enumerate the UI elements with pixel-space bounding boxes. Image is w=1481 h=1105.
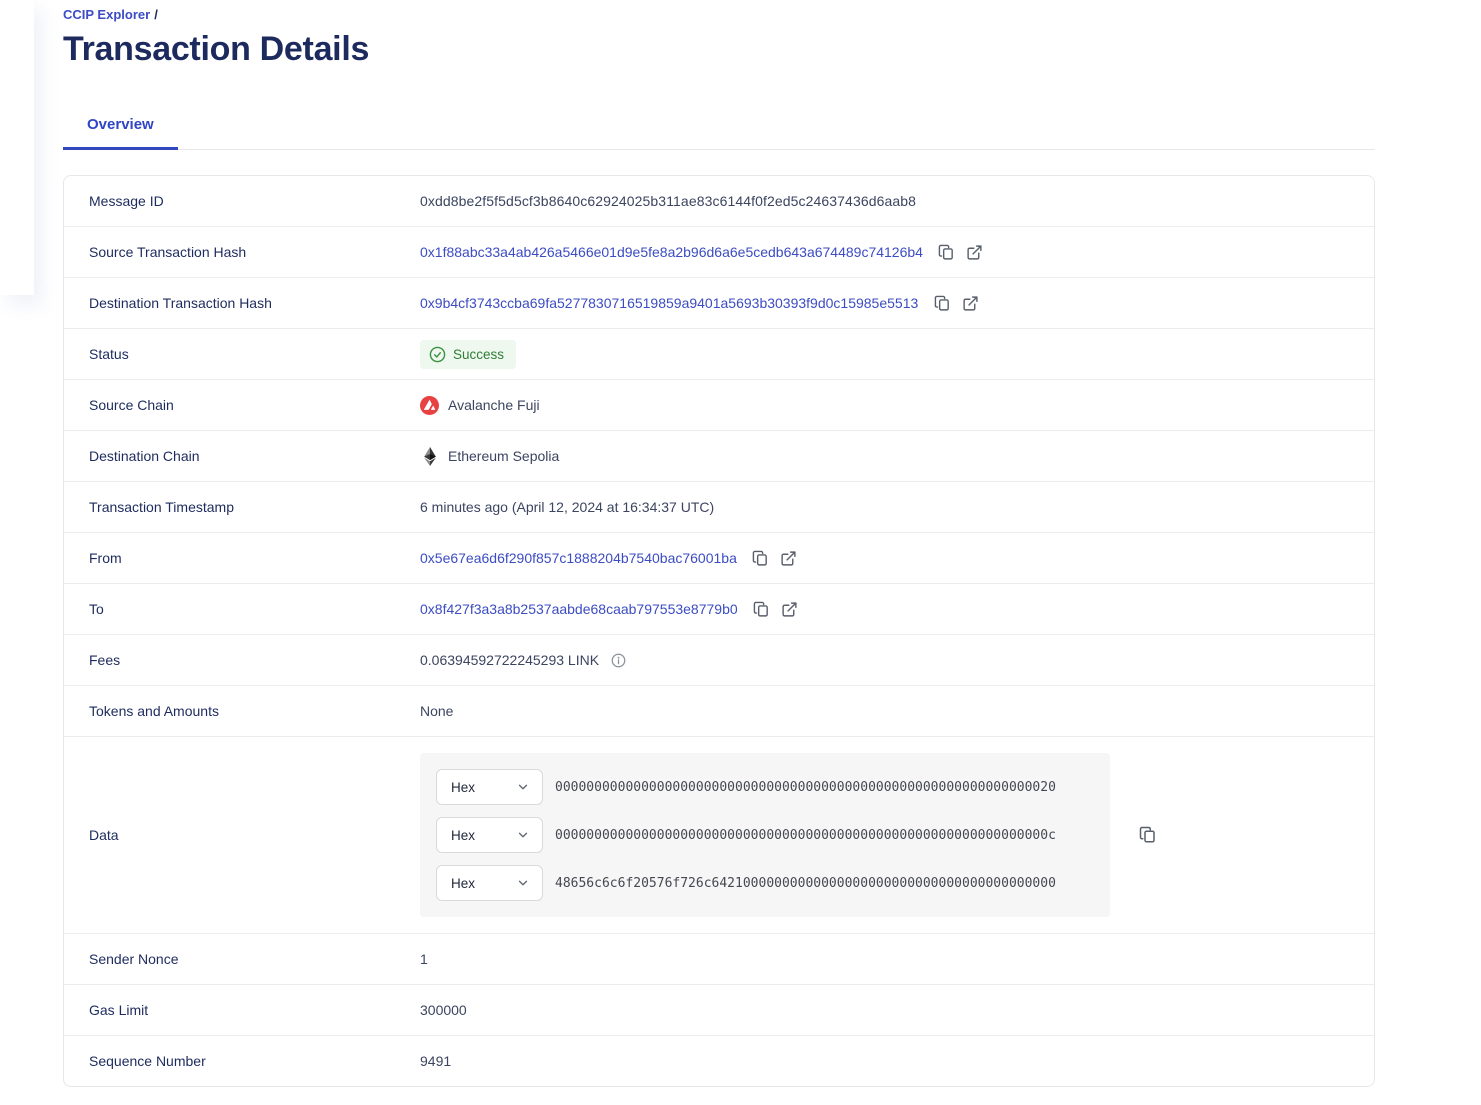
- external-link-icon[interactable]: [780, 599, 800, 619]
- ethereum-sepolia-icon: [420, 446, 439, 466]
- check-circle-icon: [429, 346, 446, 363]
- external-link-icon[interactable]: [779, 548, 799, 568]
- dest-chain-name: Ethereum Sepolia: [448, 448, 560, 464]
- sender-nonce-value: 1: [420, 951, 428, 967]
- table-row-sequence-number: Sequence Number 9491: [64, 1036, 1374, 1086]
- source-chain-name: Avalanche Fuji: [448, 397, 540, 413]
- row-label: Gas Limit: [89, 1002, 149, 1018]
- message-id-text: 0xdd8be2f5f5d5cf3b8640c62924025b311ae83c…: [420, 193, 917, 209]
- row-label: Sequence Number: [89, 1053, 206, 1069]
- row-label: Destination Chain: [89, 448, 200, 464]
- breadcrumb: CCIP Explorer /: [63, 0, 1375, 22]
- row-label: Status: [89, 346, 129, 362]
- table-row-from: From 0x5e67ea6d6f290f857c1888204b7540bac…: [64, 533, 1374, 584]
- format-select-value: Hex: [451, 875, 476, 891]
- table-row-message-id: Message ID 0xdd8be2f5f5d5cf3b8640c629240…: [64, 176, 1374, 227]
- timestamp-value: 6 minutes ago (April 12, 2024 at 16:34:3…: [420, 499, 715, 515]
- dest-chain-value: Ethereum Sepolia: [420, 446, 560, 466]
- avalanche-fuji-icon: [420, 395, 439, 415]
- table-row-dest-tx-hash: Destination Transaction Hash 0x9b4cf3743…: [64, 278, 1374, 329]
- row-label: To: [89, 601, 104, 617]
- copy-icon[interactable]: [752, 599, 772, 619]
- external-link-icon[interactable]: [960, 293, 980, 313]
- table-row-sender-nonce: Sender Nonce 1: [64, 934, 1374, 985]
- table-row-data: Data Hex 0000000000000000000000000000000…: [64, 737, 1374, 934]
- gas-limit-value: 300000: [420, 1002, 467, 1018]
- table-row-gas-limit: Gas Limit 300000: [64, 985, 1374, 1036]
- row-label: Fees: [89, 652, 121, 668]
- table-row-source-chain: Source Chain Avalanche Fuji: [64, 380, 1374, 431]
- format-select[interactable]: Hex: [436, 817, 543, 853]
- source-chain-value: Avalanche Fuji: [420, 395, 540, 415]
- table-row-timestamp: Transaction Timestamp 6 minutes ago (Apr…: [64, 482, 1374, 533]
- info-icon[interactable]: [611, 653, 626, 668]
- data-hex-panel: Hex 000000000000000000000000000000000000…: [420, 753, 1110, 917]
- format-select-value: Hex: [451, 779, 476, 795]
- data-line-3: Hex 48656c6c6f20576f726c6421000000000000…: [436, 865, 1094, 901]
- table-row-status: Status Success: [64, 329, 1374, 380]
- breadcrumb-separator: /: [154, 7, 158, 22]
- copy-icon[interactable]: [937, 242, 957, 262]
- data-line-2: Hex 000000000000000000000000000000000000…: [436, 817, 1094, 853]
- fees-value: 0.06394592722245293 LINK: [420, 652, 600, 668]
- message-id-value: 0xdd8be2f5f5d5cf3b8640c62924025b311ae83c…: [420, 176, 1374, 226]
- background-decoration: [0, 0, 34, 295]
- chevron-down-icon: [516, 876, 530, 890]
- tab-bar-divider: [63, 149, 1375, 150]
- external-link-icon[interactable]: [965, 242, 985, 262]
- data-line-1: Hex 000000000000000000000000000000000000…: [436, 769, 1094, 805]
- to-address-link[interactable]: 0x8f427f3a3a8b2537aabde68caab797553e8779…: [420, 601, 738, 617]
- copy-icon[interactable]: [751, 548, 771, 568]
- dest-tx-hash-link[interactable]: 0x9b4cf3743ccba69fa5277830716519859a9401…: [420, 295, 919, 311]
- table-row-tokens: Tokens and Amounts None: [64, 686, 1374, 737]
- status-badge-label: Success: [453, 346, 505, 362]
- table-row-dest-chain: Destination Chain Ethereum Sepolia: [64, 431, 1374, 482]
- row-label: Transaction Timestamp: [89, 499, 234, 515]
- page-title: Transaction Details: [63, 30, 370, 68]
- row-label: Source Chain: [89, 397, 174, 413]
- row-label: Data: [89, 827, 119, 843]
- row-label: Source Transaction Hash: [89, 244, 247, 260]
- chevron-down-icon: [516, 828, 530, 842]
- format-select[interactable]: Hex: [436, 865, 543, 901]
- hex-data-line: 0000000000000000000000000000000000000000…: [555, 827, 1056, 843]
- row-label: From: [89, 550, 122, 566]
- chevron-down-icon: [516, 780, 530, 794]
- format-select[interactable]: Hex: [436, 769, 543, 805]
- tab-overview[interactable]: Overview: [63, 116, 178, 150]
- row-label: Sender Nonce: [89, 951, 179, 967]
- row-label: Message ID: [89, 193, 164, 209]
- copy-icon[interactable]: [932, 293, 952, 313]
- table-row-source-tx-hash: Source Transaction Hash 0x1f88abc33a4ab4…: [64, 227, 1374, 278]
- sequence-number-value: 9491: [420, 1053, 452, 1069]
- hex-data-line: 48656c6c6f20576f726c64210000000000000000…: [555, 875, 1056, 891]
- breadcrumb-ccip-explorer-link[interactable]: CCIP Explorer: [63, 7, 151, 22]
- transaction-details-card: Message ID 0xdd8be2f5f5d5cf3b8640c629240…: [63, 175, 1375, 1087]
- tokens-value: None: [420, 703, 454, 719]
- from-address-link[interactable]: 0x5e67ea6d6f290f857c1888204b7540bac76001…: [420, 550, 737, 566]
- tab-bar: Overview: [63, 116, 1375, 150]
- row-label: Tokens and Amounts: [89, 703, 219, 719]
- hex-data-line: 0000000000000000000000000000000000000000…: [555, 779, 1056, 795]
- table-row-fees: Fees 0.06394592722245293 LINK: [64, 635, 1374, 686]
- format-select-value: Hex: [451, 827, 476, 843]
- table-row-to: To 0x8f427f3a3a8b2537aabde68caab797553e8…: [64, 584, 1374, 635]
- status-badge: Success: [420, 339, 517, 369]
- row-label: Destination Transaction Hash: [89, 295, 272, 311]
- copy-icon[interactable]: [1138, 825, 1158, 845]
- source-tx-hash-link[interactable]: 0x1f88abc33a4ab426a5466e01d9e5fe8a2b96d6…: [420, 244, 923, 260]
